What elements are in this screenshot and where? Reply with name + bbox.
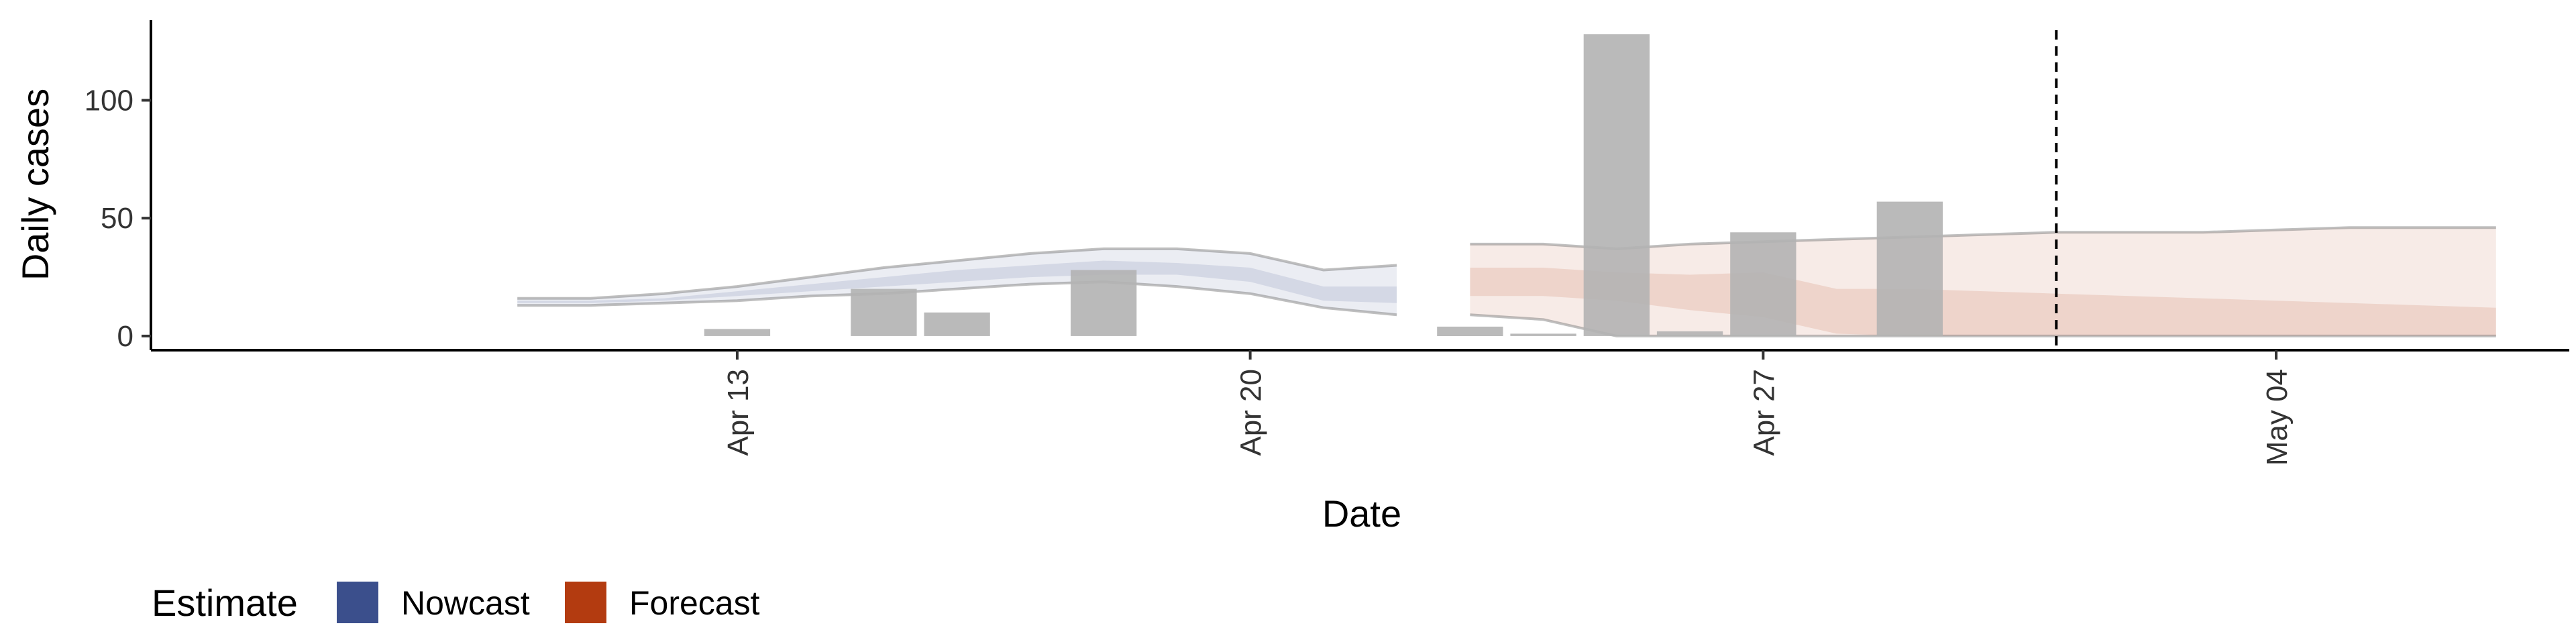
x-tick-label-2020-04-20: Apr 20 — [1235, 369, 1268, 456]
bar-2020-04-24 — [1510, 333, 1576, 336]
forecast-ribbon-90 — [1470, 227, 2496, 336]
bar-2020-04-29 — [1876, 201, 1943, 336]
legend-label-nowcast: Nowcast — [401, 584, 530, 622]
nowcast-ribbon-50 — [517, 260, 1397, 303]
x-tick-label-2020-05-04: May 04 — [2261, 369, 2294, 466]
nowcast-lower-bound-line — [517, 280, 1397, 317]
x-tick-label-2020-04-13: Apr 13 — [722, 369, 755, 456]
axes: 0 50 100 Apr 13 Apr 20 Apr 27 May 04 — [85, 20, 2569, 466]
bar-2020-04-13 — [704, 329, 771, 336]
bar-2020-04-26 — [1656, 331, 1723, 336]
bar-2020-04-23 — [1437, 326, 1503, 336]
nowcast-ribbon-90 — [517, 248, 1397, 315]
legend-label-forecast: Forecast — [629, 584, 760, 622]
legend: Estimate Nowcast Forecast — [152, 582, 760, 624]
y-tick-label-50: 50 — [101, 202, 133, 235]
legend-swatch-forecast — [565, 582, 606, 623]
bar-2020-04-18 — [1071, 270, 1137, 336]
estimate-ribbons — [517, 226, 2496, 337]
bar-2020-04-15 — [851, 288, 917, 336]
bar-2020-04-27 — [1730, 232, 1796, 336]
y-tick-label-100: 100 — [85, 84, 133, 117]
bar-2020-04-25 — [1583, 34, 1650, 336]
legend-title: Estimate — [152, 582, 298, 624]
y-axis-title: Daily cases — [14, 89, 56, 280]
bar-2020-04-16 — [924, 312, 990, 336]
observed-bars — [704, 34, 1943, 336]
x-tick-label-2020-04-27: Apr 27 — [1748, 369, 1780, 456]
legend-swatch-nowcast — [337, 582, 378, 623]
forecast-ribbon-50 — [1470, 268, 2496, 336]
nowcast-upper-bound-line — [517, 247, 1397, 300]
x-axis-title: Date — [1322, 492, 1401, 535]
y-tick-label-0: 0 — [117, 320, 133, 353]
